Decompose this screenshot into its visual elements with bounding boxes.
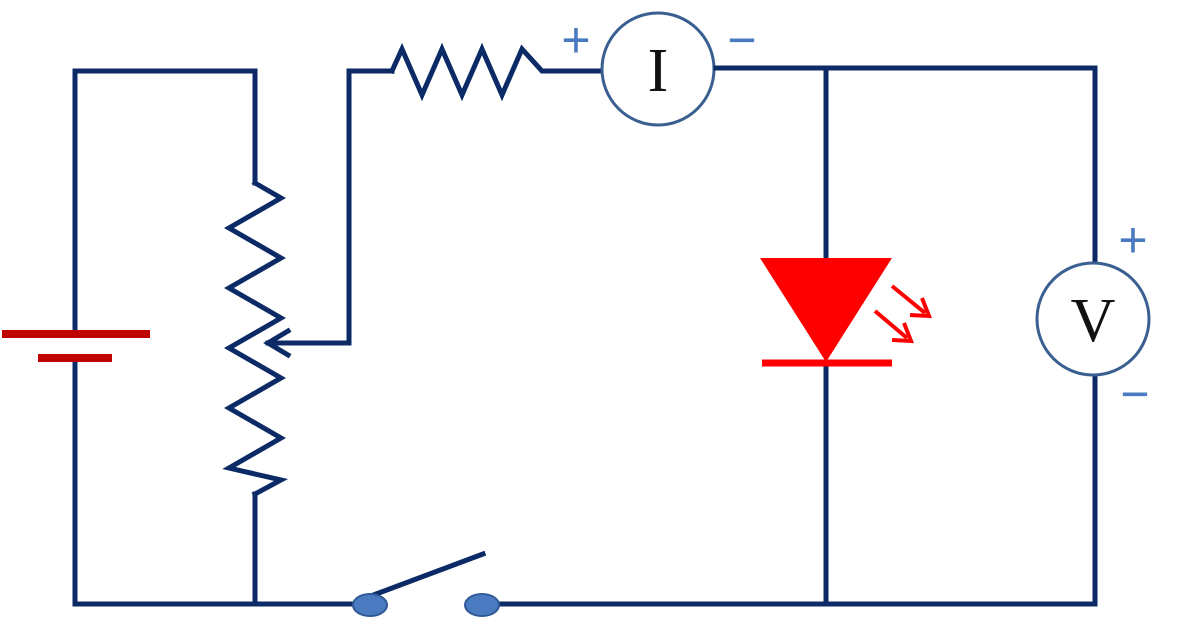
voltmeter-minus-sign: − (1120, 366, 1149, 422)
resistor-zigzag (388, 42, 603, 102)
ammeter-plus-sign: + (561, 12, 590, 68)
ammeter-minus-sign: − (727, 12, 756, 68)
light-arrow-2-head (891, 322, 914, 344)
voltmeter-plus-sign: + (1118, 212, 1147, 268)
potentiometer-zigzag (222, 179, 289, 498)
battery-top-wire (72, 68, 258, 333)
battery-bottom-wire (72, 355, 363, 607)
ammeter-label: I (648, 37, 669, 105)
light-arrow-1-head (909, 297, 932, 319)
switch-contact-right (464, 593, 500, 617)
light-arrow-2 (873, 309, 909, 340)
switch-contact-left (352, 593, 388, 617)
led (760, 258, 932, 367)
led-triangle (760, 258, 892, 362)
switch-lever (356, 550, 487, 604)
wiper-arrowhead (263, 327, 292, 359)
wiper-wire (265, 68, 395, 346)
switch (352, 550, 500, 617)
voltmeter-label: V (1071, 287, 1116, 355)
right-loop-wires (493, 65, 1098, 607)
light-arrow-1 (890, 284, 927, 315)
top-right-wire (713, 65, 1098, 265)
battery-symbol (2, 330, 150, 362)
voltmeter-circle (1035, 261, 1151, 377)
potentiometer (222, 68, 395, 498)
battery-loop-wires (72, 68, 363, 607)
voltmeter: V + − (1035, 212, 1151, 422)
